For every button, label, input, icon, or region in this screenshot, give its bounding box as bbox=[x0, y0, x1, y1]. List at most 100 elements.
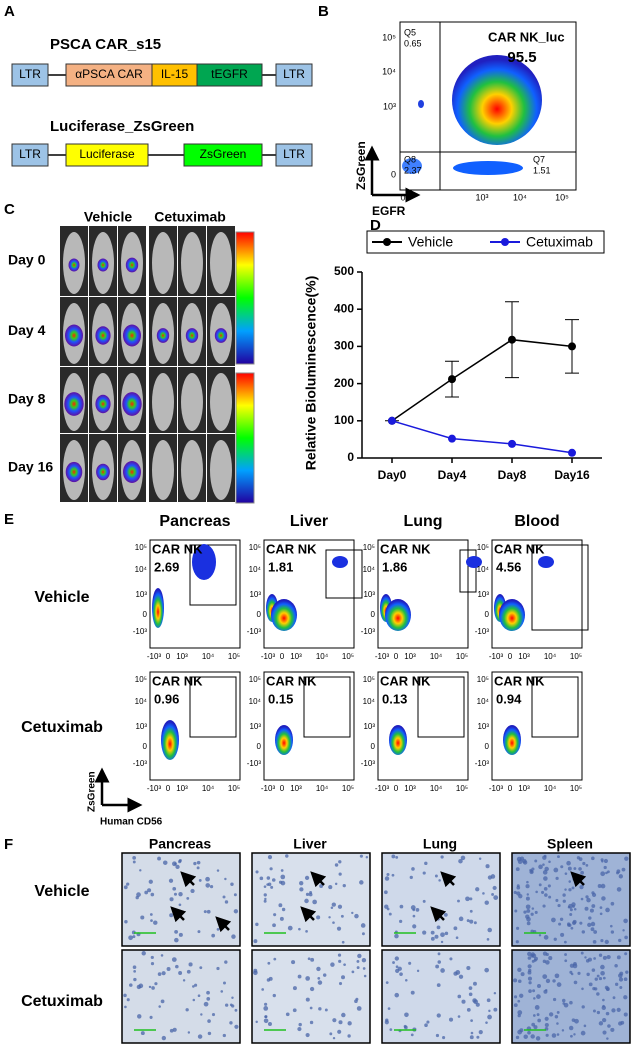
nucleus bbox=[186, 969, 191, 974]
nucleus bbox=[513, 1003, 518, 1008]
nucleus bbox=[280, 869, 284, 872]
gate-title: CAR NK_luc bbox=[488, 29, 565, 44]
nucleus bbox=[607, 870, 610, 874]
nucleus bbox=[273, 913, 277, 917]
nucleus bbox=[361, 958, 367, 963]
nucleus bbox=[585, 895, 589, 899]
nucleus bbox=[597, 884, 602, 888]
gate-value: 2.69 bbox=[154, 559, 179, 574]
nucleus bbox=[573, 1033, 576, 1036]
nucleus bbox=[610, 901, 615, 906]
panel-label: F bbox=[4, 836, 13, 853]
row-label: Day 0 bbox=[8, 252, 46, 268]
density bbox=[499, 599, 525, 631]
gate-label: CAR NK bbox=[266, 673, 317, 688]
nucleus bbox=[624, 935, 628, 940]
nucleus bbox=[570, 1034, 573, 1038]
x-axis-label: EGFR bbox=[372, 204, 406, 218]
nucleus bbox=[523, 910, 527, 914]
nucleus bbox=[545, 989, 548, 992]
nucleus bbox=[437, 960, 442, 964]
density bbox=[161, 720, 179, 760]
nucleus bbox=[526, 893, 530, 896]
y-tick-label: 10⁵ bbox=[363, 675, 375, 684]
nucleus bbox=[561, 1029, 565, 1032]
nucleus bbox=[391, 854, 396, 859]
nucleus bbox=[515, 1035, 520, 1040]
signal bbox=[185, 328, 199, 343]
nucleus bbox=[591, 856, 595, 861]
y-tick-label: 10⁵ bbox=[382, 32, 396, 42]
x-tick-label: 10³ bbox=[176, 784, 188, 793]
nucleus bbox=[543, 876, 548, 881]
nucleus bbox=[534, 1005, 540, 1010]
mouse bbox=[210, 232, 232, 294]
nucleus bbox=[150, 962, 155, 966]
nucleus bbox=[580, 1030, 586, 1036]
gate-value: 0.13 bbox=[382, 691, 407, 706]
signal bbox=[156, 328, 170, 343]
y-tick-label: 10³ bbox=[363, 722, 375, 731]
nucleus bbox=[123, 993, 127, 998]
nucleus bbox=[598, 953, 603, 957]
nucleus bbox=[544, 1022, 549, 1028]
nucleus bbox=[203, 1001, 209, 1007]
nucleus bbox=[621, 867, 626, 872]
nucleus bbox=[564, 959, 568, 963]
arrow bbox=[440, 871, 457, 888]
x-tick-label: Day0 bbox=[378, 468, 407, 482]
x-tick-label: 0 bbox=[280, 784, 285, 793]
nucleus bbox=[151, 986, 155, 990]
nucleus bbox=[482, 892, 485, 895]
nucleus bbox=[408, 961, 412, 965]
nucleus bbox=[580, 897, 584, 901]
point bbox=[448, 375, 456, 384]
mouse bbox=[210, 373, 232, 431]
nucleus bbox=[224, 960, 228, 964]
x-tick-label: 10⁵ bbox=[555, 192, 569, 202]
y-tick-label: -10³ bbox=[475, 759, 490, 768]
x-tick-label: 10⁴ bbox=[316, 784, 329, 793]
row-label: Day 16 bbox=[8, 459, 53, 475]
nucleus bbox=[308, 892, 313, 897]
nucleus bbox=[389, 1028, 393, 1031]
gate bbox=[531, 676, 579, 738]
nucleus bbox=[178, 891, 183, 897]
nucleus bbox=[126, 998, 130, 1002]
nucleus bbox=[272, 923, 276, 928]
point bbox=[508, 439, 516, 448]
signal bbox=[64, 392, 84, 416]
nucleus bbox=[571, 920, 577, 926]
nucleus bbox=[292, 1008, 297, 1013]
nucleus bbox=[273, 957, 277, 961]
nucleus bbox=[587, 957, 592, 962]
x-tick-label: 10⁴ bbox=[513, 192, 527, 202]
nucleus bbox=[153, 920, 158, 925]
x-tick-label: 10³ bbox=[176, 652, 188, 661]
y-tick-label: 0 bbox=[371, 610, 376, 619]
column-header: Cetuximab bbox=[154, 209, 226, 225]
nucleus bbox=[615, 982, 619, 986]
y-tick-label: 10⁵ bbox=[363, 543, 375, 552]
y-tick-label: 10⁴ bbox=[477, 697, 490, 706]
nucleus bbox=[478, 857, 482, 860]
nucleus bbox=[616, 1007, 621, 1012]
nucleus bbox=[415, 908, 420, 912]
nucleus bbox=[440, 855, 444, 859]
nucleus bbox=[538, 864, 543, 870]
y-tick-label: 10⁵ bbox=[477, 543, 489, 552]
nucleus bbox=[586, 897, 591, 903]
nucleus bbox=[280, 874, 286, 880]
nucleus bbox=[133, 977, 137, 982]
nucleus bbox=[526, 916, 531, 922]
nucleus bbox=[168, 878, 174, 883]
nucleus bbox=[612, 996, 616, 1000]
tissue-header: Liver bbox=[290, 513, 328, 530]
nucleus bbox=[309, 1006, 313, 1010]
x-tick-label: -10³ bbox=[375, 784, 390, 793]
x-tick-label: 0 bbox=[394, 652, 399, 661]
nucleus bbox=[169, 1028, 174, 1033]
nucleus bbox=[531, 907, 535, 910]
segment bbox=[11, 63, 49, 87]
nucleus bbox=[487, 875, 493, 880]
